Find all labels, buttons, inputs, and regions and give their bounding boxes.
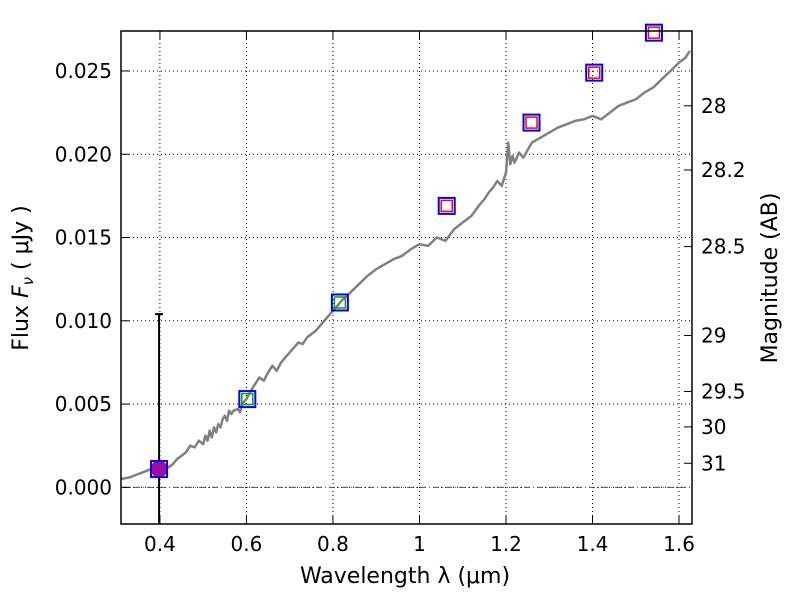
y2-tick-label: 29.5 xyxy=(701,380,746,404)
y-tick-label: 0.020 xyxy=(55,142,112,166)
series-layer xyxy=(120,23,691,524)
y2-tick-label: 29 xyxy=(701,323,726,347)
x-tick-label: 0.8 xyxy=(317,532,349,556)
observed-photometry-marker xyxy=(238,390,257,409)
x-tick-label: 0.4 xyxy=(144,532,176,556)
frame-layer xyxy=(120,30,693,525)
y-tick-label: 0.010 xyxy=(55,309,112,333)
y-axis-label-subscript: ν xyxy=(19,277,37,285)
y-tick-label: 0.015 xyxy=(55,226,112,250)
ticks-layer: 0.4 0.6 0.8 1 1.2 1.4 1.6 0.000 0.005 0.010 0.015 0… xyxy=(55,31,746,556)
x-tick-label: 0.6 xyxy=(231,532,263,556)
x-tick-label: 1.6 xyxy=(663,532,695,556)
x-tick-label: 1.2 xyxy=(490,532,522,556)
x-tick-label: 1.4 xyxy=(577,532,609,556)
y-axis-label-prefix: Flux xyxy=(9,298,34,351)
y-tick-label: 0.025 xyxy=(55,59,112,83)
y2-tick-label: 30 xyxy=(701,415,726,439)
spectrum-line xyxy=(120,50,691,481)
model-photometry-marker xyxy=(440,199,453,213)
plot-frame xyxy=(120,30,693,525)
x-axis-label: Wavelength λ (μm) xyxy=(300,564,510,589)
observed-photometry-marker xyxy=(585,63,604,82)
observed-photometry-marker xyxy=(644,23,663,42)
y2-tick-label: 28 xyxy=(701,94,726,118)
y2-tick-label: 28.2 xyxy=(701,158,746,182)
grid-layer xyxy=(121,31,692,524)
observed-photometry-marker xyxy=(437,196,456,215)
y-axis-label-suffix: ( μJy ) xyxy=(9,205,34,277)
y-axis-label: Flux Fν ( μJy ) xyxy=(9,205,37,350)
observed-photometry-marker xyxy=(522,113,541,132)
x-tick-label: 1 xyxy=(413,532,426,556)
model-photometry-marker xyxy=(241,392,254,406)
model-photometry-marker xyxy=(333,296,347,309)
observed-photometry-marker xyxy=(330,293,349,312)
model-photometry-marker xyxy=(587,66,601,79)
y-axis-label-symbol: F xyxy=(9,285,34,298)
uv-point-marker xyxy=(150,460,168,478)
model-photometry-marker xyxy=(525,116,538,129)
y2-tick-label: 28.5 xyxy=(701,235,746,259)
y-tick-label: 0.005 xyxy=(55,392,112,416)
y2-tick-label: 31 xyxy=(701,451,726,475)
model-photometry-marker xyxy=(647,26,661,39)
observed-photometry-marker xyxy=(150,460,169,479)
y-tick-label: 0.000 xyxy=(55,475,112,499)
y2-axis-label: Magnitude (AB) xyxy=(758,193,783,364)
